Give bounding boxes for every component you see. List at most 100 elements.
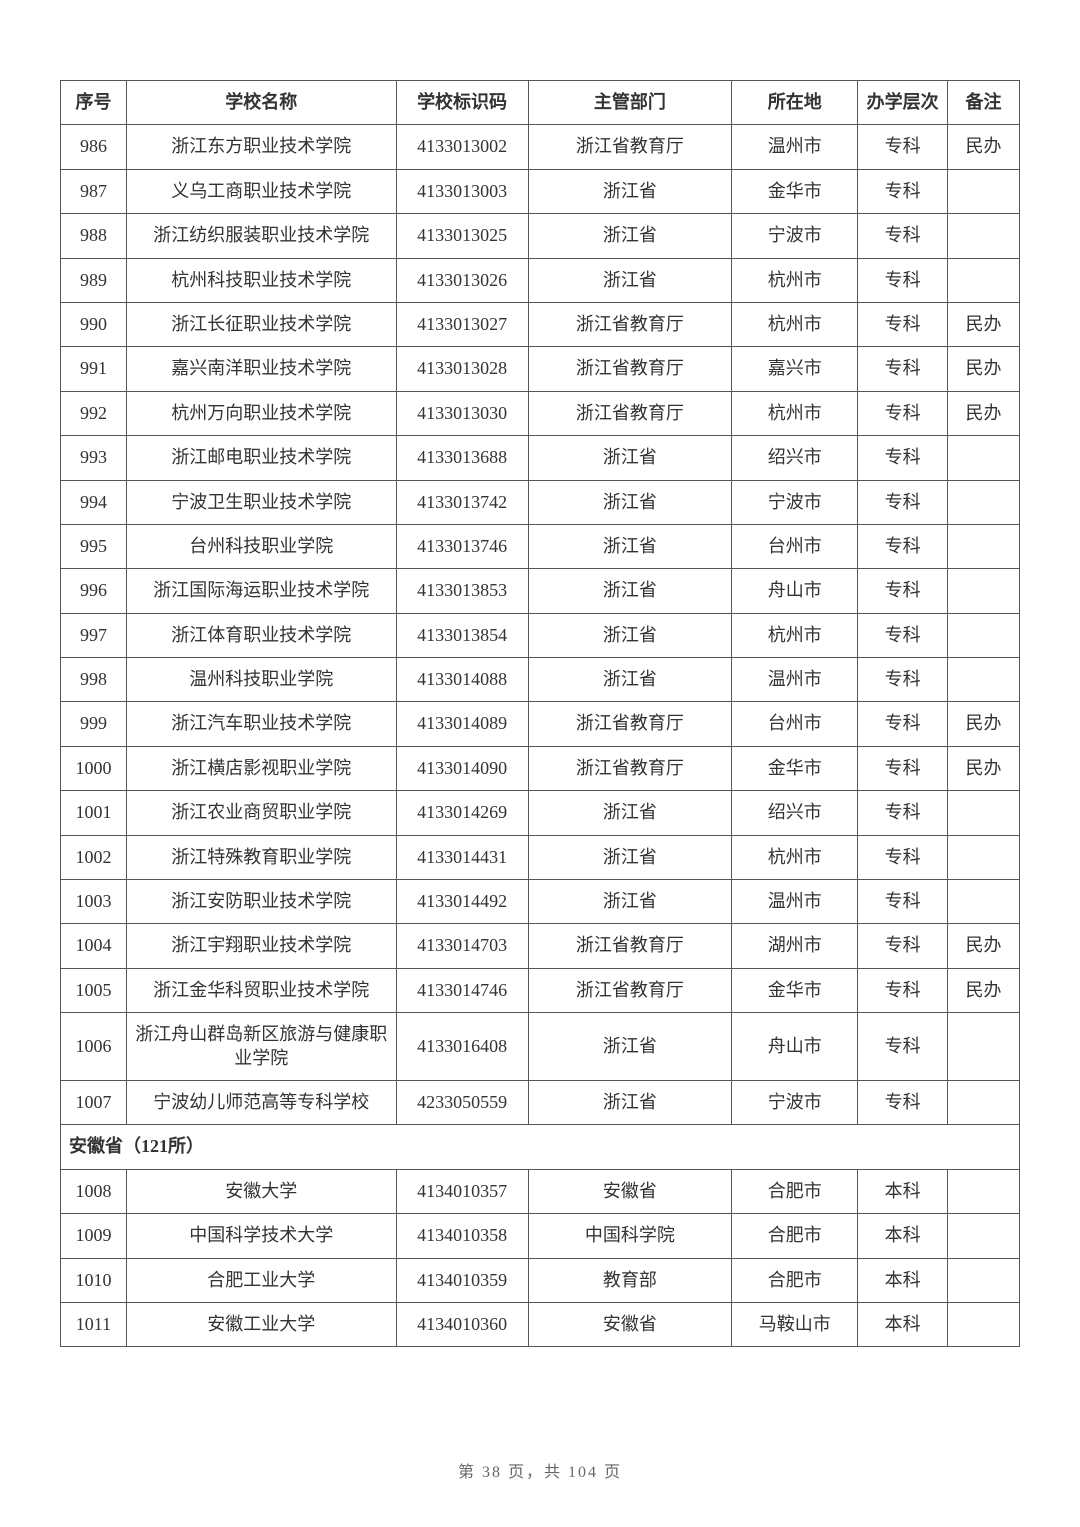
cell-note: 民办 xyxy=(948,746,1020,790)
cell-loc: 合肥市 xyxy=(732,1214,858,1258)
cell-note xyxy=(948,1013,1020,1081)
cell-dept: 浙江省教育厅 xyxy=(528,125,732,169)
cell-note: 民办 xyxy=(948,302,1020,346)
col-dept: 主管部门 xyxy=(528,81,732,125)
cell-note xyxy=(948,480,1020,524)
cell-seq: 1004 xyxy=(61,924,127,968)
col-name: 学校名称 xyxy=(126,81,396,125)
cell-code: 4133013027 xyxy=(396,302,528,346)
cell-note xyxy=(948,658,1020,702)
cell-level: 专科 xyxy=(858,613,948,657)
cell-seq: 997 xyxy=(61,613,127,657)
cell-dept: 浙江省 xyxy=(528,880,732,924)
cell-name: 浙江体育职业技术学院 xyxy=(126,613,396,657)
table-row: 1003浙江安防职业技术学院4133014492浙江省温州市专科 xyxy=(61,880,1020,924)
cell-loc: 舟山市 xyxy=(732,1013,858,1081)
cell-level: 专科 xyxy=(858,791,948,835)
cell-seq: 1000 xyxy=(61,746,127,790)
cell-name: 浙江汽车职业技术学院 xyxy=(126,702,396,746)
table-row: 997浙江体育职业技术学院4133013854浙江省杭州市专科 xyxy=(61,613,1020,657)
cell-code: 4133013026 xyxy=(396,258,528,302)
cell-dept: 浙江省 xyxy=(528,1013,732,1081)
cell-name: 浙江农业商贸职业学院 xyxy=(126,791,396,835)
table-row: 988浙江纺织服装职业技术学院4133013025浙江省宁波市专科 xyxy=(61,214,1020,258)
cell-level: 专科 xyxy=(858,258,948,302)
cell-dept: 中国科学院 xyxy=(528,1214,732,1258)
cell-level: 专科 xyxy=(858,1013,948,1081)
table-row: 990浙江长征职业技术学院4133013027浙江省教育厅杭州市专科民办 xyxy=(61,302,1020,346)
cell-code: 4133013688 xyxy=(396,436,528,480)
cell-name: 浙江长征职业技术学院 xyxy=(126,302,396,346)
cell-note: 民办 xyxy=(948,391,1020,435)
cell-dept: 安徽省 xyxy=(528,1169,732,1213)
cell-seq: 1007 xyxy=(61,1080,127,1124)
cell-level: 专科 xyxy=(858,569,948,613)
cell-note xyxy=(948,436,1020,480)
table-row: 1004浙江宇翔职业技术学院4133014703浙江省教育厅湖州市专科民办 xyxy=(61,924,1020,968)
cell-loc: 绍兴市 xyxy=(732,791,858,835)
cell-code: 4133013028 xyxy=(396,347,528,391)
table-row: 989杭州科技职业技术学院4133013026浙江省杭州市专科 xyxy=(61,258,1020,302)
cell-level: 专科 xyxy=(858,480,948,524)
cell-note: 民办 xyxy=(948,924,1020,968)
cell-loc: 金华市 xyxy=(732,968,858,1012)
cell-dept: 浙江省 xyxy=(528,835,732,879)
cell-dept: 浙江省 xyxy=(528,791,732,835)
cell-level: 专科 xyxy=(858,835,948,879)
page-footer: 第 38 页，共 104 页 xyxy=(0,1458,1080,1482)
table-row: 986浙江东方职业技术学院4133013002浙江省教育厅温州市专科民办 xyxy=(61,125,1020,169)
cell-name: 嘉兴南洋职业技术学院 xyxy=(126,347,396,391)
cell-seq: 1010 xyxy=(61,1258,127,1302)
section-row: 安徽省（121所） xyxy=(61,1125,1020,1169)
cell-loc: 绍兴市 xyxy=(732,436,858,480)
cell-seq: 986 xyxy=(61,125,127,169)
page-container: 序号 学校名称 学校标识码 主管部门 所在地 办学层次 备注 986浙江东方职业… xyxy=(0,0,1080,1347)
cell-seq: 1008 xyxy=(61,1169,127,1213)
cell-level: 专科 xyxy=(858,169,948,213)
cell-loc: 舟山市 xyxy=(732,569,858,613)
cell-dept: 浙江省教育厅 xyxy=(528,968,732,1012)
table-row: 1002浙江特殊教育职业学院4133014431浙江省杭州市专科 xyxy=(61,835,1020,879)
table-row: 1009中国科学技术大学4134010358中国科学院合肥市本科 xyxy=(61,1214,1020,1258)
col-code: 学校标识码 xyxy=(396,81,528,125)
cell-dept: 浙江省教育厅 xyxy=(528,347,732,391)
table-row: 995台州科技职业学院4133013746浙江省台州市专科 xyxy=(61,524,1020,568)
cell-loc: 金华市 xyxy=(732,746,858,790)
cell-name: 浙江舟山群岛新区旅游与健康职业学院 xyxy=(126,1013,396,1081)
cell-dept: 浙江省 xyxy=(528,258,732,302)
cell-code: 4133013002 xyxy=(396,125,528,169)
table-row: 999浙江汽车职业技术学院4133014089浙江省教育厅台州市专科民办 xyxy=(61,702,1020,746)
cell-note xyxy=(948,1302,1020,1346)
cell-code: 4133013853 xyxy=(396,569,528,613)
cell-loc: 马鞍山市 xyxy=(732,1302,858,1346)
cell-name: 浙江横店影视职业学院 xyxy=(126,746,396,790)
cell-level: 专科 xyxy=(858,302,948,346)
cell-code: 4133013003 xyxy=(396,169,528,213)
cell-name: 温州科技职业学院 xyxy=(126,658,396,702)
cell-loc: 湖州市 xyxy=(732,924,858,968)
table-row: 1005浙江金华科贸职业技术学院4133014746浙江省教育厅金华市专科民办 xyxy=(61,968,1020,1012)
cell-note xyxy=(948,1169,1020,1213)
cell-name: 合肥工业大学 xyxy=(126,1258,396,1302)
cell-code: 4134010358 xyxy=(396,1214,528,1258)
cell-loc: 温州市 xyxy=(732,125,858,169)
cell-level: 本科 xyxy=(858,1258,948,1302)
cell-loc: 宁波市 xyxy=(732,214,858,258)
cell-dept: 浙江省 xyxy=(528,569,732,613)
cell-name: 浙江纺织服装职业技术学院 xyxy=(126,214,396,258)
cell-loc: 合肥市 xyxy=(732,1258,858,1302)
cell-loc: 杭州市 xyxy=(732,302,858,346)
cell-dept: 安徽省 xyxy=(528,1302,732,1346)
cell-loc: 杭州市 xyxy=(732,835,858,879)
col-loc: 所在地 xyxy=(732,81,858,125)
cell-seq: 1009 xyxy=(61,1214,127,1258)
cell-name: 浙江特殊教育职业学院 xyxy=(126,835,396,879)
cell-dept: 浙江省教育厅 xyxy=(528,702,732,746)
cell-name: 杭州万向职业技术学院 xyxy=(126,391,396,435)
cell-seq: 991 xyxy=(61,347,127,391)
cell-seq: 996 xyxy=(61,569,127,613)
cell-note xyxy=(948,613,1020,657)
cell-seq: 1003 xyxy=(61,880,127,924)
cell-code: 4133014492 xyxy=(396,880,528,924)
cell-loc: 温州市 xyxy=(732,658,858,702)
